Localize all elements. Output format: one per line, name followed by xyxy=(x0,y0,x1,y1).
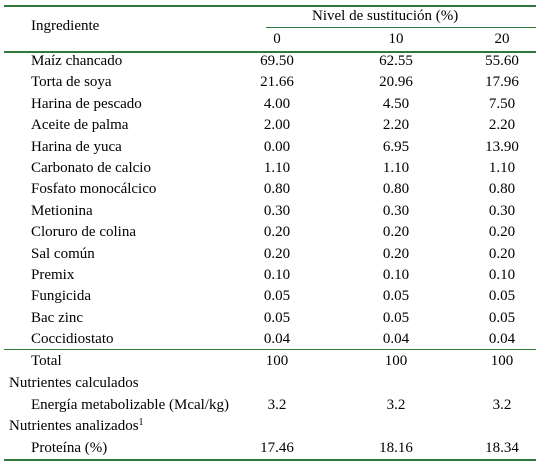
ingredient-value-0: 0.30 xyxy=(263,203,291,219)
energy-label: Energía metabolizable (Mcal/kg) xyxy=(31,397,229,413)
protein-value-10: 18.16 xyxy=(379,440,413,456)
protein-value-20: 18.34 xyxy=(485,440,519,456)
ingredient-value-20: 0.20 xyxy=(488,224,516,240)
ingredient-value-20: 0.80 xyxy=(488,181,516,197)
ingredient-value-10: 0.05 xyxy=(382,288,410,304)
ingredient-value-0: 0.05 xyxy=(263,288,291,304)
total-rule xyxy=(4,349,536,351)
ingredient-value-10: 0.05 xyxy=(382,310,410,326)
ingredient-name: Sal común xyxy=(31,246,95,262)
ingredient-name: Premix xyxy=(31,267,75,283)
ingredient-value-0: 0.04 xyxy=(263,331,291,347)
ingredient-name: Metionina xyxy=(31,203,93,219)
ingredient-value-20: 0.05 xyxy=(488,288,516,304)
ingredient-name: Carbonato de calcio xyxy=(31,160,151,176)
ingredient-value-0: 69.50 xyxy=(260,53,294,69)
ingredient-value-10: 2.20 xyxy=(382,117,410,133)
analyzed-heading-text: Nutrientes analizados xyxy=(9,418,139,434)
ingredient-value-0: 4.00 xyxy=(263,96,291,112)
ingredient-header: Ingrediente xyxy=(31,18,100,34)
ingredient-name: Fosfato monocálcico xyxy=(31,181,157,197)
ingredient-name: Maíz chancado xyxy=(31,53,123,69)
ingredient-value-20: 0.20 xyxy=(488,246,516,262)
energy-value-10: 3.2 xyxy=(386,397,406,413)
ingredient-value-20: 17.96 xyxy=(485,74,519,90)
ingredient-value-20: 0.10 xyxy=(488,267,516,283)
ingredient-value-10: 0.10 xyxy=(382,267,410,283)
ingredient-value-0: 21.66 xyxy=(260,74,294,90)
ingredient-value-20: 0.30 xyxy=(488,203,516,219)
ingredient-name: Harina de pescado xyxy=(31,96,142,112)
footnote-mark: 1 xyxy=(138,417,144,428)
ingredient-value-10: 20.96 xyxy=(379,74,413,90)
column-group-rule xyxy=(266,27,536,29)
ingredient-value-20: 7.50 xyxy=(488,96,516,112)
ingredient-value-20: 1.10 xyxy=(488,160,516,176)
total-value-10: 100 xyxy=(384,353,408,369)
ingredient-value-0: 1.10 xyxy=(263,160,291,176)
ingredient-value-0: 0.80 xyxy=(263,181,291,197)
calculated-nutrients-heading: Nutrientes calculados xyxy=(9,375,139,391)
ingredient-value-10: 62.55 xyxy=(379,53,413,69)
header-bottom-rule xyxy=(4,51,536,53)
table-bottom-rule xyxy=(4,459,536,461)
column-group-header: Nivel de sustitución (%) xyxy=(312,8,459,24)
total-label: Total xyxy=(31,353,62,369)
ingredient-value-10: 0.30 xyxy=(382,203,410,219)
ingredient-value-0: 0.10 xyxy=(263,267,291,283)
ingredient-name: Harina de yuca xyxy=(31,139,122,155)
energy-value-20: 3.2 xyxy=(492,397,512,413)
analyzed-nutrients-heading: Nutrientes analizados1 xyxy=(9,418,144,435)
ingredient-name: Aceite de palma xyxy=(31,117,129,133)
ingredient-value-20: 0.05 xyxy=(488,310,516,326)
ingredient-value-20: 55.60 xyxy=(485,53,519,69)
ingredient-name: Torta de soya xyxy=(31,74,112,90)
column-header-10: 10 xyxy=(388,31,404,47)
column-header-0: 0 xyxy=(273,31,281,47)
ingredient-value-0: 2.00 xyxy=(263,117,291,133)
total-value-20: 100 xyxy=(490,353,514,369)
ingredient-value-0: 0.20 xyxy=(263,246,291,262)
ingredient-value-10: 1.10 xyxy=(382,160,410,176)
ingredient-value-0: 0.20 xyxy=(263,224,291,240)
ingredient-value-20: 0.04 xyxy=(488,331,516,347)
ingredient-name: Fungicida xyxy=(31,288,91,304)
ingredient-value-10: 4.50 xyxy=(382,96,410,112)
ingredient-value-10: 0.80 xyxy=(382,181,410,197)
ingredient-value-10: 0.04 xyxy=(382,331,410,347)
ingredient-value-20: 13.90 xyxy=(485,139,519,155)
protein-value-0: 17.46 xyxy=(260,440,294,456)
ingredient-value-10: 0.20 xyxy=(382,224,410,240)
ingredient-name: Bac zinc xyxy=(31,310,84,326)
ingredient-name: Cloruro de colina xyxy=(31,224,136,240)
ingredient-value-20: 2.20 xyxy=(488,117,516,133)
ingredient-value-10: 6.95 xyxy=(382,139,410,155)
energy-value-0: 3.2 xyxy=(267,397,287,413)
ingredient-name: Coccidiostato xyxy=(31,331,114,347)
ingredient-value-0: 0.05 xyxy=(263,310,291,326)
ingredient-value-10: 0.20 xyxy=(382,246,410,262)
table-top-rule xyxy=(4,5,536,7)
protein-label: Proteína (%) xyxy=(31,440,108,456)
column-header-20: 20 xyxy=(494,31,510,47)
ingredient-value-0: 0.00 xyxy=(263,139,291,155)
total-value-0: 100 xyxy=(265,353,289,369)
